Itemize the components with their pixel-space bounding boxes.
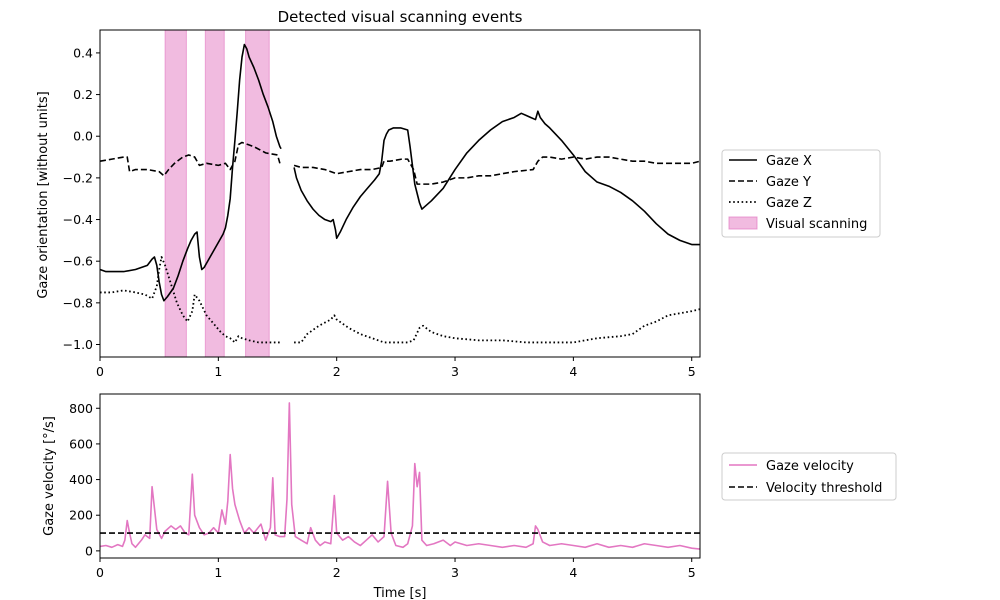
bottom-x-tick-label: 1 [214,565,222,580]
top-y-tick-label: 0.4 [73,45,93,60]
top-y-tick-label: −0.4 [63,212,93,227]
bottom-y-tick-label: 600 [69,436,93,451]
bottom-y-axis-title: Gaze velocity [°/s] [42,416,57,536]
top-x-tick-label: 5 [688,364,696,379]
series-line-gaze-y [99,141,281,177]
top-y-tick-label: −0.8 [63,295,93,310]
top-y-tick-label: −1.0 [63,337,93,352]
legend-label-gaze-velocity: Gaze velocity [766,459,854,474]
visual-scanning-band [204,29,225,358]
top-x-tick-label: 4 [569,364,577,379]
legend-label-gaze-x: Gaze X [766,154,812,169]
legend-label-velocity-threshold: Velocity threshold [766,481,882,496]
bottom-x-tick-label: 3 [451,565,459,580]
legend-label-visual-scanning: Visual scanning [766,217,867,232]
bottom-x-tick-label: 0 [96,565,104,580]
series-line-gaze-x [99,43,282,302]
velocity-lines [99,402,701,550]
bottom-axes: 0 1 2 3 4 5 0 200 400 600 800 [69,401,696,580]
bottom-y-tick-label: 200 [69,508,93,523]
top-axes: 0 1 2 3 4 5 −1.0 −0.8 −0.6 −0.4 −0.2 0.0 0.2 0.4 [63,45,696,379]
top-x-tick-label: 2 [333,364,341,379]
visual-scanning-band [164,29,187,358]
bottom-plot-frame [99,393,701,559]
bottom-y-tick-label: 0 [85,543,93,558]
legend-label-gaze-z: Gaze Z [766,196,812,211]
legend-swatch-visual-scanning [728,216,758,230]
velocity-panel: Gaze velocity [°/s] Time [s] 0 1 2 3 4 5 0 200 4… [42,393,701,600]
top-x-tick-label: 3 [451,364,459,379]
top-y-axis-title: Gaze orientation [without units] [36,91,51,298]
legend-frame [721,149,881,238]
series-line-gaze-z [294,308,701,344]
top-plot-frame [99,29,701,358]
bottom-x-tick-label: 4 [569,565,577,580]
legend-frame [721,452,897,501]
series-line-gaze-z [100,256,280,344]
series-line-gaze-velocity [99,402,701,550]
orientation-legend: Gaze X Gaze Y Gaze Z Visual scanning [721,149,881,238]
velocity-legend: Gaze velocity Velocity threshold [721,452,897,501]
bottom-x-tick-label: 5 [688,565,696,580]
scanning-event-bands [164,29,270,358]
top-x-tick-label: 0 [96,364,104,379]
top-x-tick-label: 1 [214,364,222,379]
top-y-tick-label: −0.2 [63,170,93,185]
bottom-y-tick-label: 400 [69,472,93,487]
bottom-x-axis-title: Time [s] [373,586,427,600]
top-y-tick-label: 0.0 [73,129,93,144]
bottom-y-tick-label: 800 [69,401,93,416]
chart-title: Detected visual scanning events [278,8,523,26]
orientation-lines [99,43,701,344]
bottom-x-tick-label: 2 [333,565,341,580]
orientation-panel: Detected visual scanning events Gaze ori… [36,8,701,379]
top-y-tick-label: −0.6 [63,254,93,269]
series-line-gaze-x [293,110,700,246]
series-line-gaze-y [293,156,701,185]
legend-label-gaze-y: Gaze Y [766,175,811,190]
top-y-tick-label: 0.2 [73,87,93,102]
